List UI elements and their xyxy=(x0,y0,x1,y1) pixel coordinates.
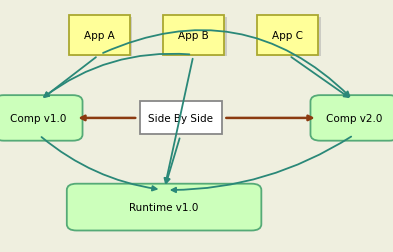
FancyBboxPatch shape xyxy=(1,100,81,140)
FancyBboxPatch shape xyxy=(73,188,260,230)
FancyBboxPatch shape xyxy=(163,16,224,55)
FancyBboxPatch shape xyxy=(166,18,227,57)
FancyBboxPatch shape xyxy=(317,100,393,140)
Text: Side By Side: Side By Side xyxy=(148,113,213,123)
Text: App C: App C xyxy=(272,31,303,41)
FancyBboxPatch shape xyxy=(140,102,222,135)
Text: Runtime v1.0: Runtime v1.0 xyxy=(129,202,199,212)
FancyBboxPatch shape xyxy=(310,96,393,141)
FancyBboxPatch shape xyxy=(69,16,130,55)
Text: Comp v1.0: Comp v1.0 xyxy=(10,113,66,123)
Text: App A: App A xyxy=(84,31,115,41)
FancyBboxPatch shape xyxy=(67,184,261,231)
FancyBboxPatch shape xyxy=(260,18,321,57)
FancyBboxPatch shape xyxy=(0,96,83,141)
FancyBboxPatch shape xyxy=(257,16,318,55)
FancyBboxPatch shape xyxy=(72,18,132,57)
Text: Comp v2.0: Comp v2.0 xyxy=(327,113,383,123)
Text: App B: App B xyxy=(178,31,209,41)
